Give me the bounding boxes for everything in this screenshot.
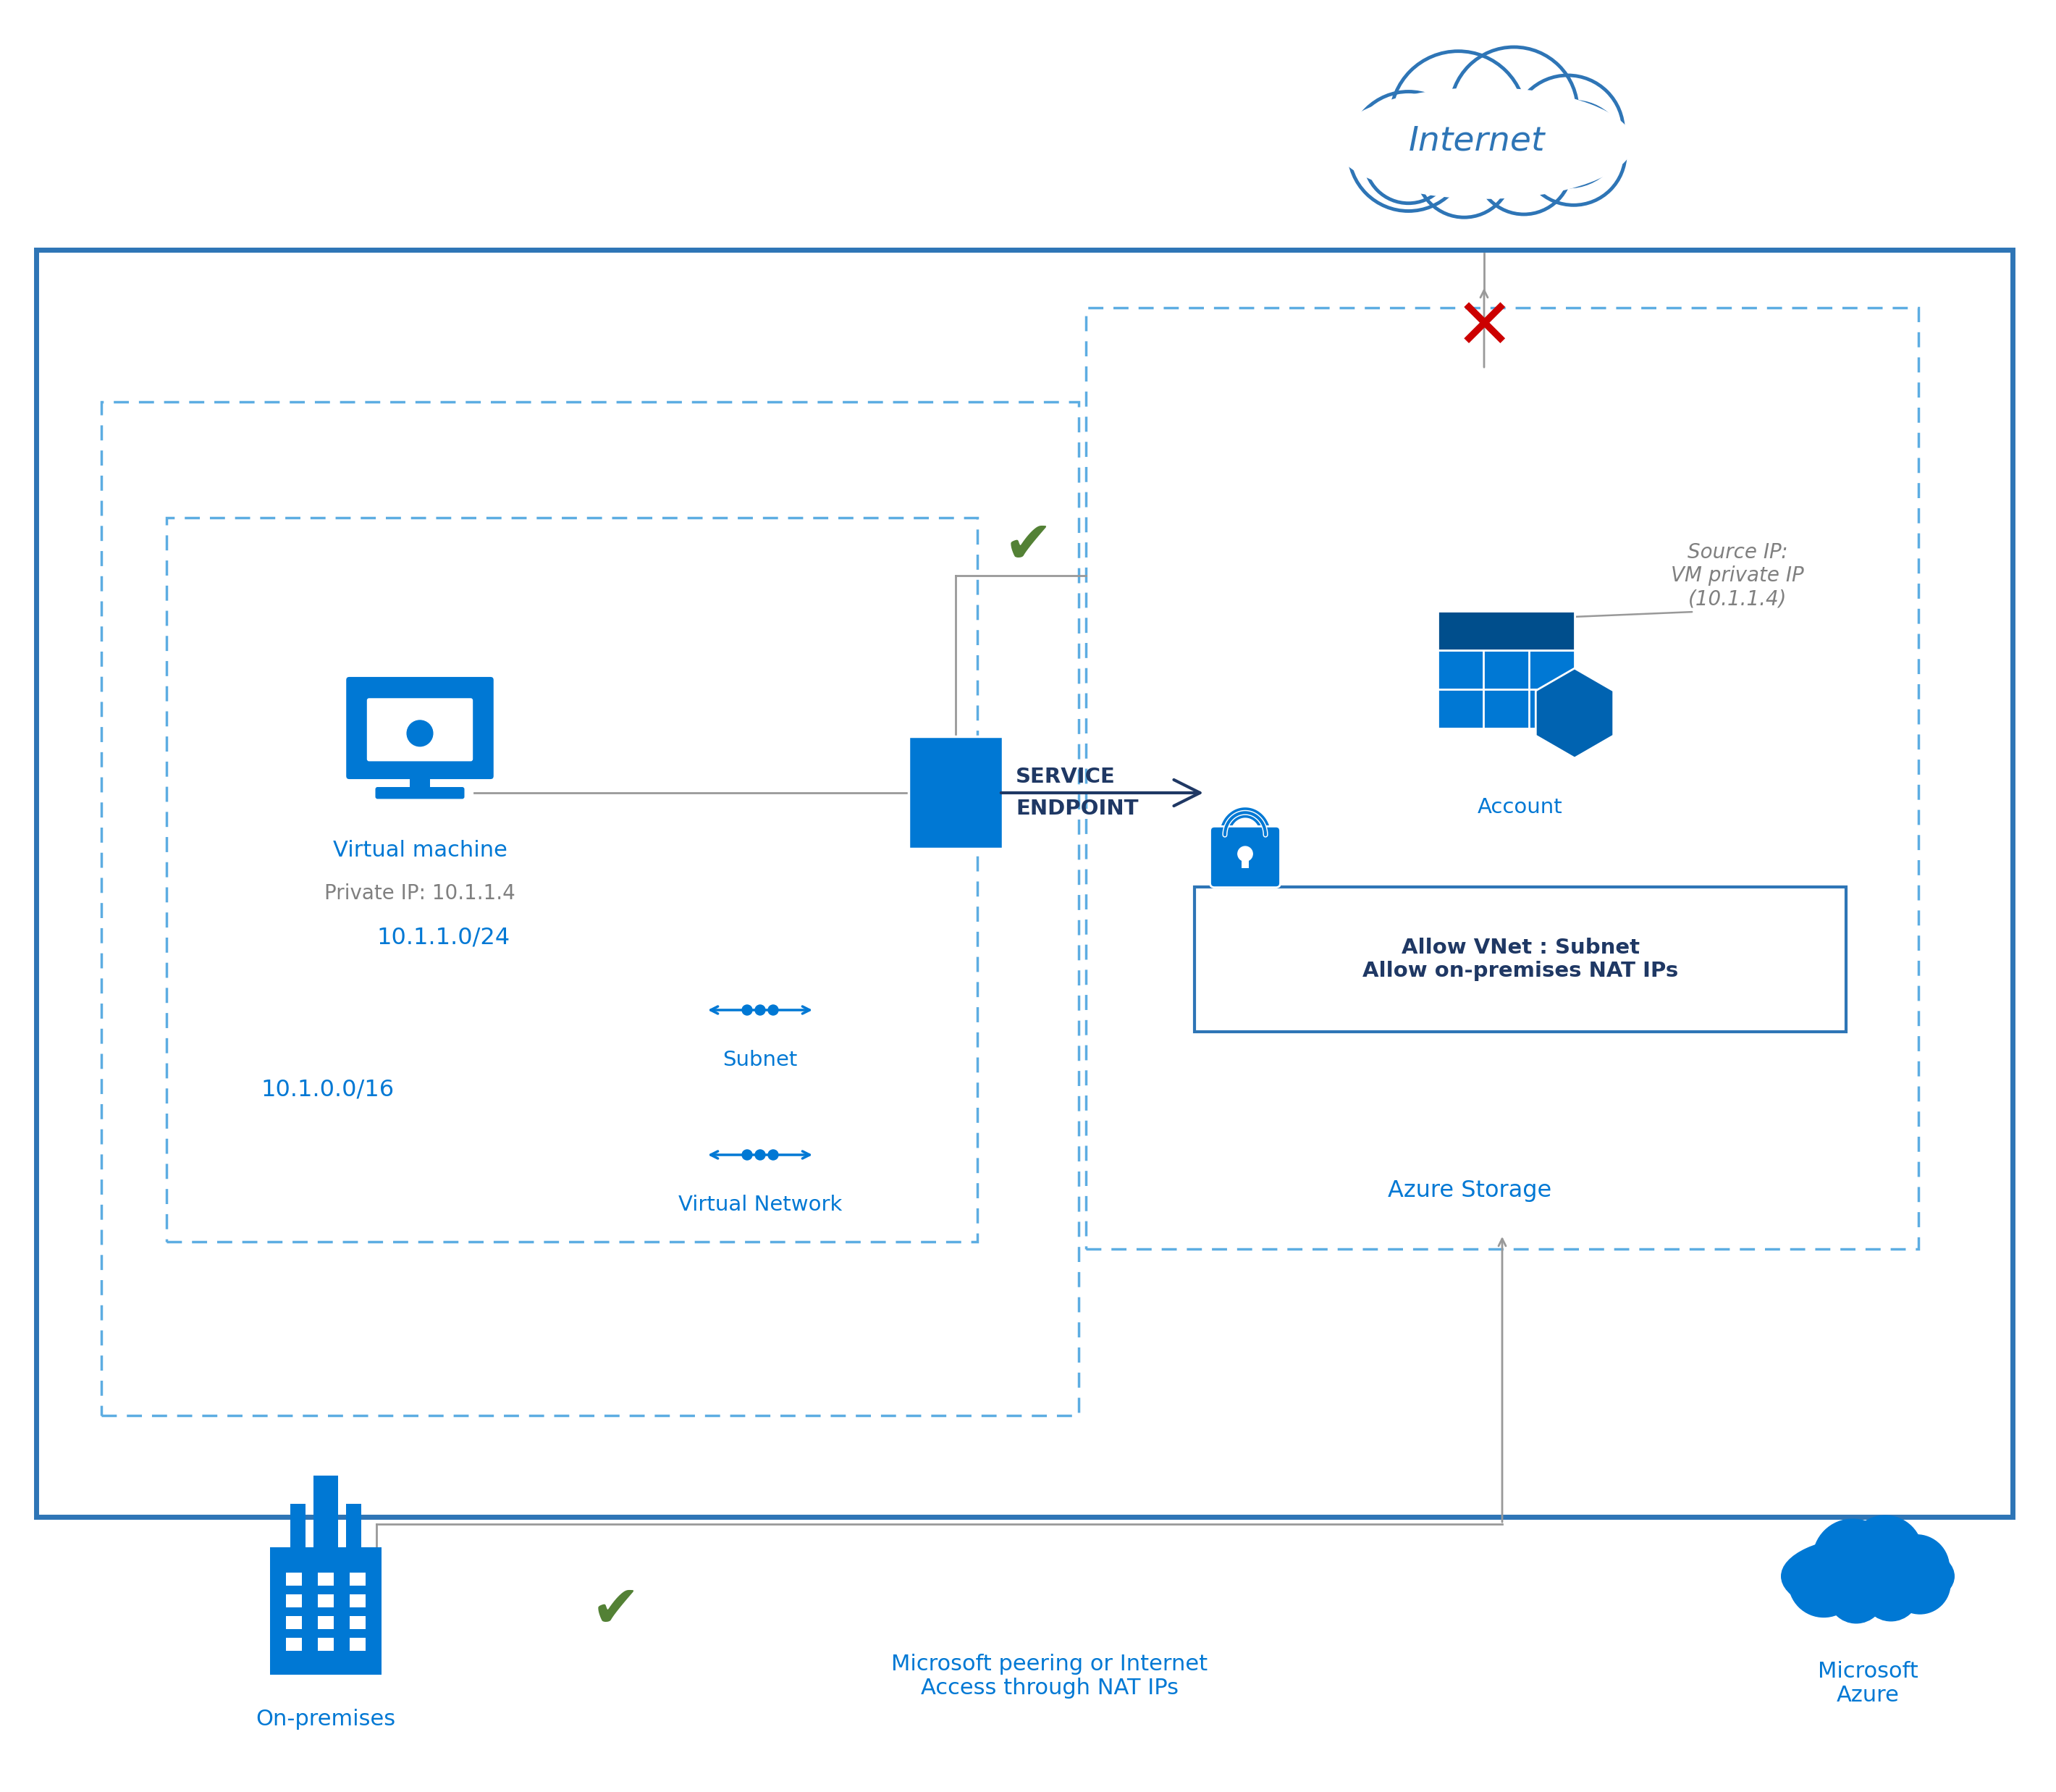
- Text: VM: VM: [407, 749, 432, 763]
- Ellipse shape: [1334, 88, 1632, 199]
- Text: ENDPOINT: ENDPOINT: [1016, 799, 1139, 819]
- Bar: [290, 1503, 306, 1546]
- Text: Internet: Internet: [1408, 125, 1544, 158]
- Polygon shape: [1536, 668, 1614, 758]
- Bar: [319, 1595, 333, 1607]
- Bar: [269, 1546, 382, 1676]
- Circle shape: [407, 720, 434, 745]
- Bar: [286, 1595, 302, 1607]
- Circle shape: [1390, 50, 1526, 186]
- FancyBboxPatch shape: [376, 787, 465, 799]
- Circle shape: [1813, 1520, 1892, 1598]
- FancyBboxPatch shape: [345, 676, 495, 780]
- Bar: [167, 518, 977, 1242]
- Text: 10.1.1.0/24: 10.1.1.0/24: [376, 926, 510, 948]
- Circle shape: [1848, 1516, 1922, 1591]
- Bar: [345, 1503, 362, 1546]
- Text: Azure Storage: Azure Storage: [1388, 1179, 1552, 1202]
- Circle shape: [1889, 1554, 1951, 1615]
- Circle shape: [1417, 122, 1513, 219]
- Bar: [350, 1616, 366, 1629]
- Circle shape: [1476, 118, 1573, 215]
- Circle shape: [1238, 846, 1252, 862]
- Bar: [350, 1638, 366, 1650]
- Circle shape: [742, 1005, 752, 1014]
- Bar: [37, 249, 2013, 1516]
- Text: Private IP: 10.1.1.4: Private IP: 10.1.1.4: [325, 883, 516, 903]
- Circle shape: [769, 1150, 779, 1159]
- Bar: [286, 1638, 302, 1650]
- Text: ✔: ✔: [590, 1582, 639, 1640]
- Bar: [313, 1475, 337, 1546]
- Bar: [319, 1638, 333, 1650]
- Bar: [101, 401, 1079, 1416]
- Bar: [1437, 611, 1575, 650]
- Circle shape: [1365, 115, 1454, 204]
- Bar: [319, 1616, 333, 1629]
- Circle shape: [1521, 100, 1626, 206]
- Bar: [1086, 308, 1918, 1249]
- Circle shape: [769, 1005, 779, 1014]
- Circle shape: [1789, 1546, 1859, 1616]
- Text: Allow VNet : Subnet
Allow on-premises NAT IPs: Allow VNet : Subnet Allow on-premises NA…: [1363, 937, 1678, 982]
- Text: ✔: ✔: [1003, 518, 1053, 575]
- Bar: [909, 737, 1003, 849]
- Bar: [1242, 855, 1248, 867]
- Text: Source IP:
VM private IP
(10.1.1.4): Source IP: VM private IP (10.1.1.4): [1672, 541, 1803, 609]
- Circle shape: [1799, 1563, 1850, 1613]
- Text: Virtual machine: Virtual machine: [333, 840, 508, 860]
- Text: Microsoft
Azure: Microsoft Azure: [1818, 1661, 1918, 1706]
- Ellipse shape: [1780, 1536, 1955, 1616]
- Text: Virtual Network: Virtual Network: [678, 1195, 843, 1215]
- Bar: [350, 1595, 366, 1607]
- Bar: [286, 1616, 302, 1629]
- Bar: [409, 774, 430, 794]
- Bar: [1437, 611, 1575, 728]
- Text: Subnet: Subnet: [724, 1050, 798, 1070]
- Circle shape: [1883, 1534, 1949, 1600]
- Text: 10.1.0.0/16: 10.1.0.0/16: [261, 1079, 395, 1100]
- Text: On-premises: On-premises: [255, 1710, 395, 1729]
- Circle shape: [1349, 91, 1468, 211]
- Circle shape: [755, 1150, 765, 1159]
- Bar: [350, 1573, 366, 1586]
- Circle shape: [1449, 47, 1579, 176]
- Bar: [1195, 887, 1846, 1032]
- Circle shape: [755, 1005, 765, 1014]
- Circle shape: [1828, 1566, 1883, 1624]
- Text: Account: Account: [1478, 797, 1563, 817]
- Circle shape: [1511, 75, 1624, 188]
- Circle shape: [742, 1150, 752, 1159]
- Circle shape: [1863, 1564, 1918, 1622]
- FancyBboxPatch shape: [366, 699, 473, 762]
- Bar: [319, 1573, 333, 1586]
- FancyBboxPatch shape: [1211, 826, 1281, 887]
- Text: SERVICE: SERVICE: [1016, 767, 1116, 787]
- Text: ✕: ✕: [1454, 296, 1513, 364]
- Text: Microsoft peering or Internet
Access through NAT IPs: Microsoft peering or Internet Access thr…: [892, 1654, 1209, 1699]
- Bar: [286, 1573, 302, 1586]
